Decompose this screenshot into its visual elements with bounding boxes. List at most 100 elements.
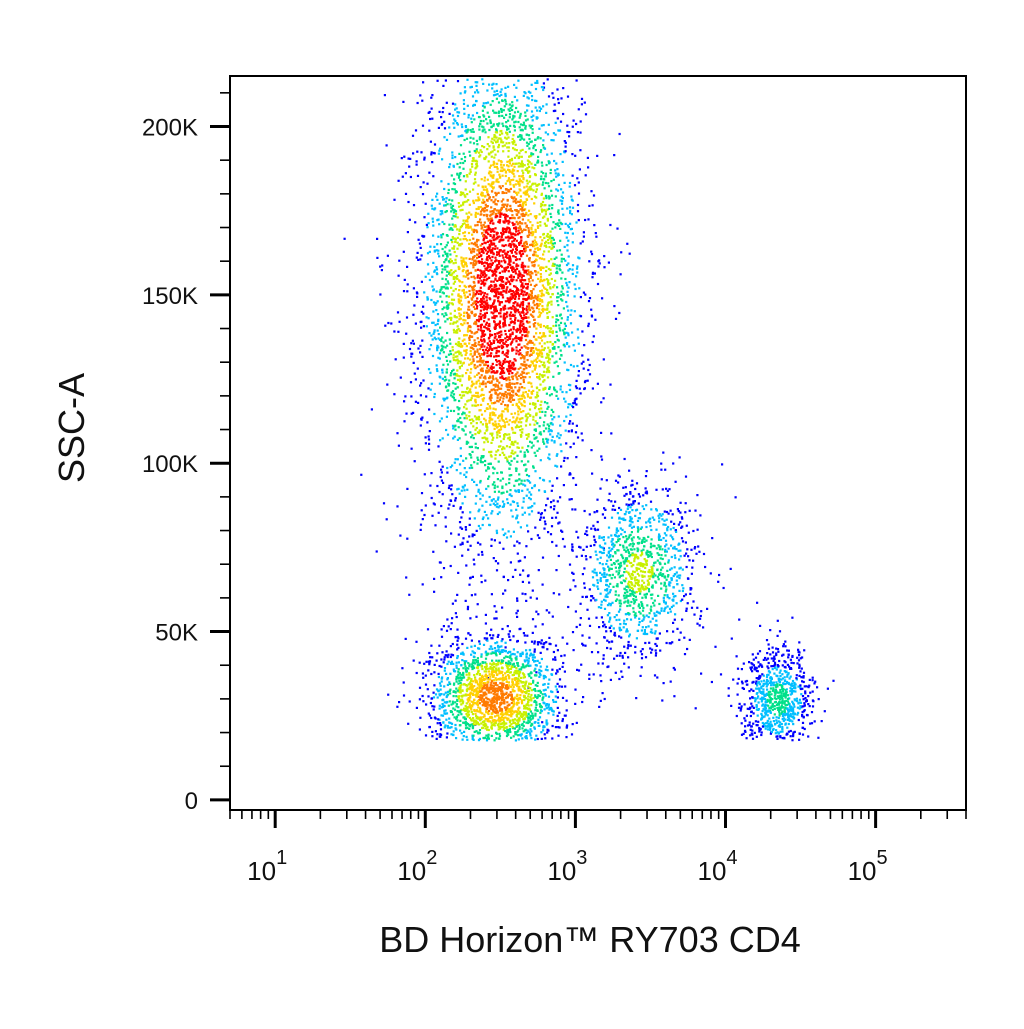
data-point [449, 466, 452, 469]
data-point [462, 161, 465, 165]
data-point [406, 265, 409, 268]
data-point [477, 91, 480, 94]
data-point [509, 367, 512, 370]
data-point [570, 227, 573, 230]
data-point [537, 613, 540, 616]
data-point [500, 340, 503, 343]
data-point [533, 359, 536, 362]
data-point [438, 290, 441, 293]
data-point [561, 200, 564, 203]
data-point [435, 266, 438, 269]
data-point [572, 365, 575, 368]
data-point [480, 248, 483, 251]
data-point [432, 261, 435, 264]
data-point [484, 225, 487, 228]
data-point [498, 240, 501, 243]
data-point [556, 296, 559, 299]
data-point [546, 352, 549, 355]
data-point [497, 422, 500, 426]
data-point [517, 222, 520, 225]
data-point [498, 115, 501, 118]
data-point [499, 309, 502, 312]
data-point [550, 239, 553, 242]
data-point [523, 138, 526, 141]
data-point [482, 399, 485, 402]
data-point [560, 317, 563, 320]
data-point [442, 397, 445, 400]
data-point [571, 153, 574, 156]
data-point [576, 328, 579, 331]
data-point [515, 230, 518, 233]
data-point [509, 297, 512, 300]
data-point [494, 408, 497, 411]
data-point [539, 332, 542, 335]
data-point [475, 323, 478, 326]
data-point [512, 197, 515, 200]
data-point [498, 428, 501, 431]
data-point [507, 365, 510, 368]
data-point [438, 561, 441, 564]
data-point [479, 286, 482, 289]
data-point [462, 257, 465, 260]
data-point [507, 399, 510, 402]
data-point [558, 129, 562, 132]
data-point [542, 86, 546, 89]
data-point [501, 185, 504, 188]
data-point [506, 498, 509, 501]
data-point [428, 129, 431, 132]
data-point [485, 424, 488, 427]
data-point [553, 103, 556, 106]
data-point [546, 316, 549, 319]
data-point [444, 375, 447, 378]
data-point [501, 375, 504, 378]
data-point [449, 350, 452, 353]
data-point [491, 288, 494, 291]
data-point [552, 262, 555, 265]
data-point [519, 241, 522, 244]
data-point [539, 383, 542, 386]
data-point [479, 206, 482, 209]
data-point [527, 506, 530, 509]
data-point [478, 360, 481, 363]
data-point [470, 361, 473, 365]
data-point [463, 194, 466, 197]
data-point [509, 231, 512, 234]
data-point [571, 206, 575, 209]
data-point [451, 208, 454, 211]
data-point [542, 233, 545, 236]
data-point [494, 401, 497, 404]
data-point [515, 246, 518, 249]
data-point [481, 398, 484, 401]
data-point [455, 277, 458, 280]
data-point [560, 260, 563, 263]
data-point [517, 311, 520, 314]
data-point [479, 329, 482, 332]
data-point [454, 238, 457, 241]
data-point [500, 88, 503, 91]
data-point [524, 293, 528, 296]
data-point [495, 371, 498, 374]
data-point [480, 213, 483, 216]
data-point [471, 95, 475, 98]
data-point [514, 227, 517, 230]
data-point [510, 390, 513, 393]
data-point [486, 228, 489, 231]
data-point [421, 583, 424, 586]
data-point [491, 411, 494, 414]
data-point [528, 180, 531, 183]
data-point [506, 408, 509, 411]
data-point [513, 111, 517, 114]
data-point [575, 397, 578, 400]
data-point [493, 284, 496, 287]
data-point [566, 284, 569, 287]
data-point [450, 316, 453, 319]
data-point [478, 155, 481, 158]
data-point [498, 323, 501, 326]
data-point [522, 242, 525, 245]
data-point [562, 484, 565, 487]
data-point [464, 285, 467, 289]
data-point [397, 330, 400, 333]
data-point [495, 359, 498, 362]
data-point [518, 343, 521, 346]
data-point [537, 136, 540, 139]
